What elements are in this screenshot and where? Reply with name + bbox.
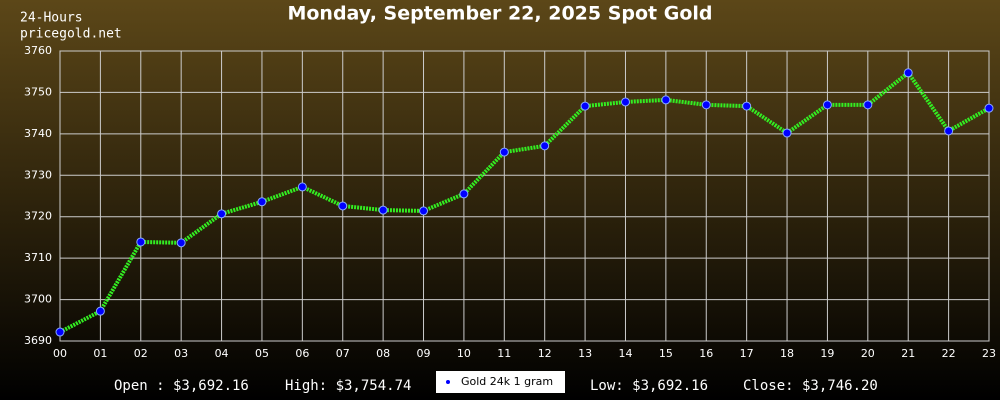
data-point xyxy=(176,238,186,248)
data-point xyxy=(378,205,388,215)
x-tick-label: 06 xyxy=(295,347,309,360)
x-tick-label: 21 xyxy=(901,347,915,360)
x-tick-label: 17 xyxy=(740,347,754,360)
x-tick-label: 07 xyxy=(336,347,350,360)
x-tick-label: 12 xyxy=(538,347,552,360)
data-point xyxy=(742,101,752,111)
data-point xyxy=(863,100,873,110)
data-point xyxy=(499,147,509,157)
x-tick-label: 09 xyxy=(417,347,431,360)
data-point xyxy=(257,197,267,207)
y-tick-label: 3700 xyxy=(24,293,52,306)
x-tick-label: 20 xyxy=(861,347,875,360)
series-line xyxy=(59,69,990,334)
data-point xyxy=(217,209,227,219)
y-tick-label: 3740 xyxy=(24,127,52,140)
data-point xyxy=(55,327,65,337)
x-tick-label: 10 xyxy=(457,347,471,360)
x-tick-label: 11 xyxy=(497,347,511,360)
data-point xyxy=(459,189,469,199)
data-point xyxy=(661,95,671,105)
data-point xyxy=(701,100,711,110)
x-tick-label: 16 xyxy=(699,347,713,360)
data-point xyxy=(620,97,630,107)
x-tick-label: 19 xyxy=(820,347,834,360)
stat-text: Open : $3,692.16 xyxy=(114,378,249,394)
x-tick-label: 01 xyxy=(93,347,107,360)
data-point xyxy=(297,182,307,192)
x-tick-label: 15 xyxy=(659,347,673,360)
data-point xyxy=(984,103,994,113)
stat-text: Close: $3,746.20 xyxy=(743,378,878,394)
legend-box xyxy=(436,371,565,393)
x-tick-label: 03 xyxy=(174,347,188,360)
data-point xyxy=(95,306,105,316)
data-point xyxy=(903,68,913,78)
data-point xyxy=(338,201,348,211)
data-point xyxy=(944,126,954,136)
x-tick-label: 08 xyxy=(376,347,390,360)
y-tick-label: 3720 xyxy=(24,210,52,223)
data-point xyxy=(136,237,146,247)
stat-text: Low: $3,692.16 xyxy=(590,378,708,394)
x-tick-label: 23 xyxy=(982,347,996,360)
corner-text: 24-Hours xyxy=(20,11,83,26)
x-tick-label: 18 xyxy=(780,347,794,360)
y-tick-label: 3750 xyxy=(24,85,52,98)
data-point xyxy=(580,101,590,111)
x-tick-label: 00 xyxy=(53,347,67,360)
y-tick-label: 3690 xyxy=(24,334,52,347)
legend-label: Gold 24k 1 gram xyxy=(461,375,553,388)
x-tick-label: 22 xyxy=(942,347,956,360)
x-tick-label: 02 xyxy=(134,347,148,360)
data-point xyxy=(540,141,550,151)
y-tick-label: 3710 xyxy=(24,251,52,264)
x-tick-label: 04 xyxy=(215,347,229,360)
legend-marker xyxy=(446,380,450,384)
data-point xyxy=(782,128,792,138)
y-tick-label: 3760 xyxy=(24,44,52,57)
y-tick-label: 3730 xyxy=(24,168,52,181)
x-tick-label: 05 xyxy=(255,347,269,360)
x-tick-label: 14 xyxy=(618,347,632,360)
data-point xyxy=(419,206,429,216)
corner-text: pricegold.net xyxy=(20,27,122,42)
x-tick-label: 13 xyxy=(578,347,592,360)
data-point xyxy=(822,100,832,110)
chart-title: Monday, September 22, 2025 Spot Gold xyxy=(287,3,712,25)
stat-text: High: $3,754.74 xyxy=(285,378,411,394)
